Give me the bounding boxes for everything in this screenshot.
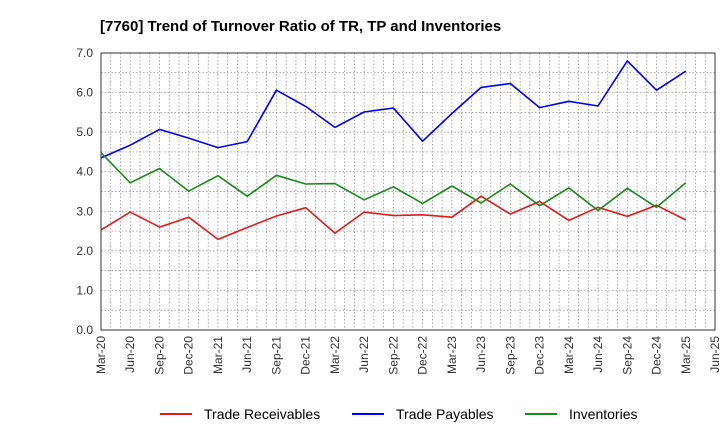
chart-title: [7760] Trend of Turnover Ratio of TR, TP… bbox=[100, 18, 501, 35]
grid bbox=[100, 52, 716, 331]
y-tick-label: 6.0 bbox=[76, 86, 93, 100]
x-tick-label: Dec-23 bbox=[533, 336, 547, 375]
series-line-trade-payables bbox=[100, 60, 687, 159]
y-tick-label: 2.0 bbox=[76, 244, 93, 258]
x-tick-label: Jun-25 bbox=[708, 336, 720, 373]
x-tick-label: Sep-21 bbox=[269, 336, 283, 375]
legend: Trade Receivables Trade Payables Inventori… bbox=[160, 406, 637, 422]
x-tick-label: Mar-21 bbox=[211, 336, 225, 374]
y-tick-label: 5.0 bbox=[76, 125, 93, 139]
x-tick-label: Jun-20 bbox=[123, 336, 137, 373]
y-tick-label: 4.0 bbox=[76, 165, 93, 179]
legend-label: Inventories bbox=[569, 406, 637, 422]
x-tick-label: Jun-21 bbox=[240, 336, 254, 373]
x-tick-label: Dec-22 bbox=[416, 336, 430, 375]
x-tick-label: Mar-24 bbox=[562, 336, 576, 374]
legend-label: Trade Payables bbox=[396, 406, 494, 422]
y-tick-label: 0.0 bbox=[76, 323, 93, 337]
x-tick-label: Jun-22 bbox=[357, 336, 371, 373]
legend-label: Trade Receivables bbox=[204, 406, 320, 422]
series-line-trade-receivables bbox=[100, 195, 687, 241]
x-tick-label: Sep-24 bbox=[620, 336, 634, 375]
axes: 0.0 1.0 2.0 3.0 4.0 5.0 6.0 7.0 Mar-20 Jun-20 Sep-… bbox=[76, 46, 720, 375]
y-tick-label: 3.0 bbox=[76, 204, 93, 218]
series-lines bbox=[100, 60, 687, 241]
x-tick-label: Sep-22 bbox=[386, 336, 400, 375]
x-tick-label: Sep-23 bbox=[503, 336, 517, 375]
x-tick-label: Mar-23 bbox=[445, 336, 459, 374]
x-tick-label: Dec-21 bbox=[299, 336, 313, 375]
x-tick-label: Mar-25 bbox=[679, 336, 693, 374]
x-tick-label: Jun-24 bbox=[591, 336, 605, 373]
x-tick-label: Sep-20 bbox=[152, 336, 166, 375]
plot-frame bbox=[100, 52, 716, 331]
x-tick-label: Dec-20 bbox=[182, 336, 196, 375]
x-tick-label: Mar-20 bbox=[94, 336, 108, 374]
x-tick-label: Mar-22 bbox=[328, 336, 342, 374]
series-line-inventories bbox=[100, 152, 687, 212]
y-tick-label: 1.0 bbox=[76, 283, 93, 297]
x-tick-label: Dec-24 bbox=[650, 336, 664, 375]
x-tick-label: Jun-23 bbox=[474, 336, 488, 373]
y-tick-label: 7.0 bbox=[76, 46, 93, 60]
